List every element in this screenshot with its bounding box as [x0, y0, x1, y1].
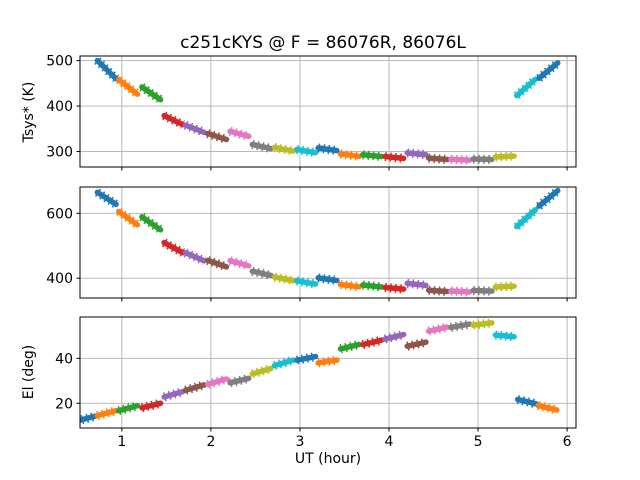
scan-segment: [382, 153, 407, 162]
scan-segment: [315, 275, 340, 284]
scan-segment: [514, 206, 539, 230]
scan-segment: [382, 284, 407, 292]
ytick-label: 500: [46, 54, 73, 70]
scan-segment: [249, 141, 274, 152]
scan-segment: [535, 402, 560, 413]
scan-segment: [249, 365, 274, 377]
ytick-label: 400: [46, 271, 73, 287]
ylabel-el: El (deg): [21, 344, 37, 400]
scan-segment: [115, 76, 141, 97]
scan-segments: [80, 318, 560, 425]
scan-segment: [492, 332, 517, 340]
scan-segment: [425, 324, 451, 334]
scan-segments: [94, 57, 561, 165]
scan-segment: [492, 153, 517, 160]
scan-segment: [315, 357, 340, 366]
scan-segment: [205, 376, 230, 388]
scan-segment: [315, 145, 340, 154]
scan-segment: [425, 287, 451, 295]
scan-segment: [205, 257, 230, 270]
xlabel-ut-hour: UT (hour): [294, 451, 362, 467]
ytick-label: 300: [46, 145, 73, 161]
scan-segment: [227, 375, 252, 386]
xtick-label: 4: [385, 434, 394, 450]
chart-title: c251cKYS @ F = 86076R, 86076L: [180, 33, 466, 53]
scan-segment: [470, 320, 495, 328]
scan-segment: [249, 268, 274, 279]
scan-segment: [404, 280, 429, 289]
axes-frame: [79, 186, 577, 299]
scan-segments: [94, 187, 561, 297]
scan-segment: [382, 331, 407, 342]
scan-segment: [337, 341, 362, 352]
scan-segment: [271, 144, 297, 154]
ytick-label: 400: [46, 99, 73, 115]
scan-segment: [271, 357, 297, 369]
scan-segment: [115, 208, 141, 228]
scan-segment: [470, 287, 495, 294]
scan-segment: [448, 288, 473, 295]
scan-segment: [514, 76, 539, 99]
scan-segment: [359, 337, 385, 348]
scan-segment: [448, 321, 473, 331]
panel-tsys2: 400 600: [46, 186, 577, 302]
axes-frame: [79, 55, 577, 168]
scan-segment: [94, 57, 119, 82]
ytick-label: 40: [55, 351, 73, 367]
xtick-label: 2: [206, 434, 215, 450]
scan-segment: [425, 155, 451, 163]
panel-tsys: 300 400 500: [46, 54, 577, 171]
scan-segment: [205, 130, 230, 143]
scan-segment: [337, 281, 362, 290]
scan-segment: [294, 278, 319, 287]
scan-segment: [94, 407, 119, 419]
scan-segment: [182, 122, 207, 136]
scan-segment: [139, 84, 164, 103]
scan-segment: [448, 156, 473, 163]
scan-segment: [139, 214, 164, 233]
scan-segment: [536, 60, 561, 82]
scan-segment: [294, 353, 319, 363]
panel-el: 1 2 3 4 5 6 20 40: [55, 316, 577, 450]
scan-segment: [80, 413, 99, 424]
scan-segment: [161, 112, 186, 128]
scan-segment: [404, 339, 429, 349]
scan-segment: [115, 403, 141, 414]
scan-segment: [536, 187, 561, 209]
ytick-label: 20: [55, 396, 73, 412]
scan-segment: [359, 282, 385, 290]
scan-segment: [404, 150, 429, 158]
scan-segment: [294, 146, 319, 156]
xtick-label: 3: [295, 434, 304, 450]
scan-segment: [161, 239, 186, 256]
ylabel-tsys: Tsys* (K): [21, 81, 37, 143]
scan-segment: [271, 274, 297, 284]
scan-segment: [139, 400, 164, 411]
scan-segment: [492, 283, 517, 290]
scan-segment: [94, 189, 119, 208]
ytick-label: 600: [46, 206, 73, 222]
scan-segment: [337, 151, 362, 160]
scan-segment: [514, 396, 540, 407]
scan-segment: [161, 388, 186, 400]
scan-segment: [227, 128, 252, 140]
xtick-label: 5: [474, 434, 483, 450]
scan-segment: [182, 249, 207, 264]
scan-segment: [227, 257, 252, 269]
scan-segment: [182, 382, 207, 394]
xtick-label: 1: [117, 434, 126, 450]
scan-segment: [359, 151, 385, 160]
xtick-label: 6: [563, 434, 572, 450]
axes-frame: [79, 316, 577, 429]
